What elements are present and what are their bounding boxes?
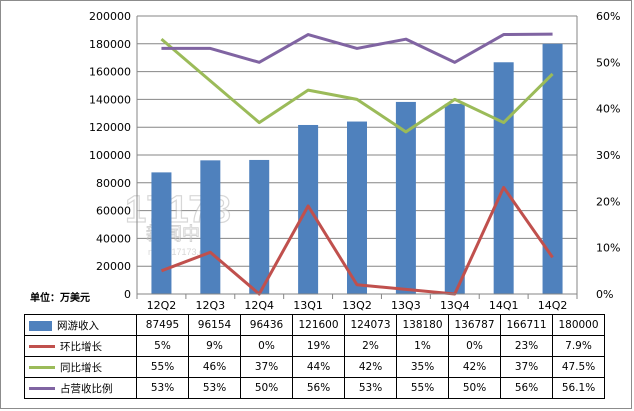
x-tick-label: 12Q4 [244,299,274,312]
x-tick-label: 13Q1 [293,299,323,312]
table-cell: 37% [240,356,293,378]
table-cell: 87495 [136,314,189,336]
right-tick-label: 10% [596,242,620,255]
table-cell: 47.5% [552,356,605,378]
bar-13Q2 [347,121,367,294]
bar-13Q1 [298,124,319,294]
line-series-2 [160,38,554,134]
table-cell: 166711 [500,314,553,336]
table-cell: 56% [292,377,345,399]
series-legend-cell: 占营收比例 [24,377,137,399]
table-cell: 50% [448,377,501,399]
bar-13Q4 [444,103,465,294]
table-cell: 46% [188,356,241,378]
left-tick-label: 40000 [96,232,131,245]
table-cell: 56% [500,377,553,399]
right-tick-label: 0% [596,288,613,301]
table-cell: 5% [136,335,189,357]
right-tick-label: 30% [596,149,620,162]
x-tick-label: 14Q2 [538,299,568,312]
left-tick-label: 180000 [89,38,131,51]
table-cell: 0% [448,335,501,357]
left-tick-label: 140000 [89,93,131,106]
bar-series [151,43,563,294]
table-row: 环比增长 5% 9% 0% 19% 2% 1% 0% 23% 7.9% [24,335,605,357]
table-cell: 53% [136,377,189,399]
left-tick-label: 200000 [89,10,131,23]
series-name: 同比增长 [60,361,102,374]
table-cell: 53% [188,377,241,399]
bar-12Q4 [249,159,270,294]
table-row: 网游收入 87495 96154 96436 121600 124073 138180 136… [24,314,605,336]
table-cell: 2% [344,335,397,357]
legend-key-icon [29,366,55,369]
left-tick-label: 0 [124,288,131,301]
x-tick-label: 12Q3 [196,299,226,312]
left-tick-label: 100000 [89,149,131,162]
line-series-3 [161,32,553,64]
table-cell: 44% [292,356,345,378]
legend-key-icon [29,320,52,331]
x-tick-label: 13Q4 [440,299,470,312]
left-tick-label: 120000 [89,121,131,134]
data-table: 网游收入 87495 96154 96436 121600 124073 138180 136… [24,314,605,399]
table-cell: 55% [136,356,189,378]
table-cell: 19% [292,335,345,357]
table-cell: 138180 [396,314,449,336]
series-legend-cell: 同比增长 [24,356,137,378]
table-cell: 35% [396,356,449,378]
bar-14Q2 [542,43,563,294]
table-cell: 53% [344,377,397,399]
table-cell: 7.9% [552,335,605,357]
x-tick-label: 13Q2 [342,299,372,312]
table-cell: 23% [500,335,553,357]
legend-key-icon [29,387,55,390]
left-tick-label: 60000 [96,205,131,218]
table-cell: 180000 [552,314,605,336]
series-name: 环比增长 [60,340,102,353]
table-cell: 136787 [448,314,501,336]
series-legend-cell: 网游收入 [24,314,137,336]
table-cell: 96154 [188,314,241,336]
left-tick-label: 80000 [96,177,131,190]
left-tick-label: 160000 [89,66,131,79]
series-name: 网游收入 [57,319,99,332]
table-cell: 96436 [240,314,293,336]
bar-13Q3 [395,101,416,294]
right-tick-label: 60% [596,10,620,23]
table-cell: 1% [396,335,449,357]
axes: 0200004000060000800001000001200001400001… [89,10,620,312]
bar-14Q1 [493,62,514,294]
line-series [160,32,554,296]
right-tick-label: 50% [596,56,620,69]
series-name: 占营收比例 [60,382,113,395]
table-cell: 121600 [292,314,345,336]
table-cell: 42% [344,356,397,378]
table-cell: 56.1% [552,377,605,399]
table-cell: 0% [240,335,293,357]
right-tick-label: 20% [596,195,620,208]
table-cell: 37% [500,356,553,378]
table-cell: 42% [448,356,501,378]
x-tick-label: 12Q2 [147,299,177,312]
x-tick-label: 14Q1 [489,299,519,312]
unit-label: 单位：万美元 [30,293,90,304]
left-tick-label: 20000 [96,260,131,273]
table-row: 同比增长 55% 46% 37% 44% 42% 35% 42% 37% 47.5% [24,356,605,378]
watermark-url: news.17173.com [148,247,216,257]
combo-chart: 17173 新闻中心 news.17173.com 02000040000600… [89,10,620,312]
line-series-1 [160,185,554,296]
table-row: 占营收比例 53% 53% 50% 56% 53% 55% 50% 56% 56.1% [24,377,605,399]
right-tick-label: 40% [596,103,620,116]
table-cell: 124073 [344,314,397,336]
bar-12Q3 [200,160,221,294]
table-cell: 55% [396,377,449,399]
table-cell: 9% [188,335,241,357]
table-cell: 50% [240,377,293,399]
bar-12Q2 [151,172,172,294]
series-legend-cell: 环比增长 [24,335,137,357]
legend-key-icon [29,345,55,348]
x-tick-label: 13Q3 [391,299,421,312]
